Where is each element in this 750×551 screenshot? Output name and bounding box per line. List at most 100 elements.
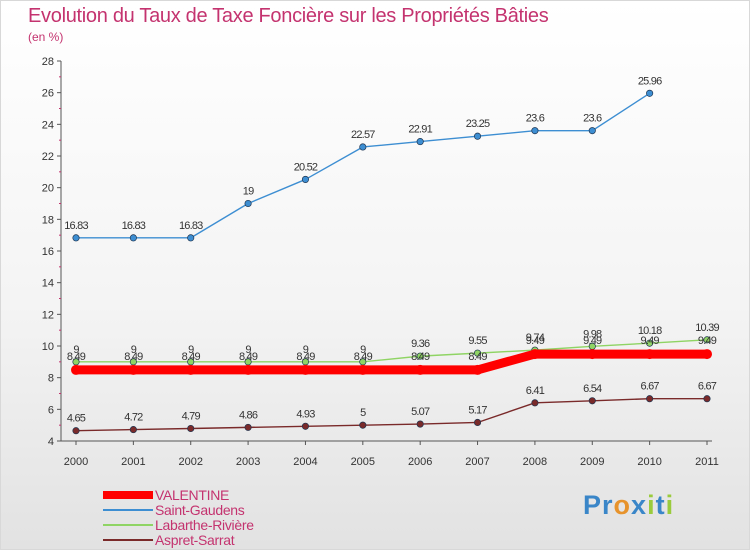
y-tick-label: 12 bbox=[42, 309, 54, 321]
data-point bbox=[243, 364, 254, 375]
data-point bbox=[72, 234, 80, 242]
data-point bbox=[472, 364, 483, 375]
data-label: 25.96 bbox=[638, 75, 662, 87]
y-tick-label: 14 bbox=[42, 278, 54, 290]
x-tick-label: 2002 bbox=[178, 456, 202, 468]
data-label: 16.83 bbox=[122, 220, 146, 232]
data-label: 9.49 bbox=[641, 335, 660, 347]
data-label: 8.49 bbox=[182, 351, 201, 363]
data-point bbox=[72, 427, 80, 435]
data-point bbox=[702, 349, 712, 360]
data-label: 8.49 bbox=[411, 351, 430, 363]
data-label: 9.49 bbox=[698, 335, 717, 347]
y-tick-label: 6 bbox=[48, 404, 54, 416]
data-label: 6.67 bbox=[641, 381, 660, 393]
data-label: 9.74 bbox=[526, 332, 545, 344]
legend-label: Labarthe-Rivière bbox=[155, 517, 254, 533]
data-point bbox=[531, 127, 539, 135]
x-tick-label: 2011 bbox=[695, 456, 719, 468]
data-label: 9 bbox=[131, 344, 137, 356]
series-line bbox=[75, 92, 651, 239]
proxiti-logo: Proxiti bbox=[583, 490, 674, 521]
legend-label: Saint-Gaudens bbox=[155, 502, 245, 518]
legend-label: VALENTINE bbox=[155, 487, 230, 503]
data-label: 19 bbox=[243, 186, 254, 198]
data-point bbox=[646, 89, 654, 97]
legend-swatch-valentine bbox=[103, 491, 153, 499]
data-point bbox=[415, 364, 426, 375]
x-tick-label: 2003 bbox=[236, 456, 260, 468]
data-point bbox=[301, 422, 310, 430]
legend-swatch-saint-gaudens bbox=[103, 509, 153, 511]
data-point bbox=[473, 132, 482, 140]
data-label: 9.49 bbox=[583, 335, 602, 347]
logo-letter: x bbox=[631, 490, 648, 520]
data-label: 9 bbox=[188, 344, 194, 356]
data-label: 6.54 bbox=[583, 383, 602, 395]
data-label: 10.18 bbox=[638, 325, 662, 337]
series-line bbox=[75, 398, 708, 432]
x-tick-label: 2005 bbox=[351, 456, 375, 468]
data-label: 5 bbox=[360, 407, 366, 419]
x-tick-label: 2006 bbox=[408, 456, 432, 468]
data-point bbox=[300, 364, 311, 375]
data-point bbox=[529, 349, 540, 360]
y-tick-label: 16 bbox=[42, 246, 54, 258]
data-point bbox=[416, 138, 424, 146]
data-point bbox=[416, 352, 424, 360]
data-point bbox=[359, 143, 367, 151]
data-label: 22.57 bbox=[351, 129, 375, 141]
chart-title: Evolution du Taux de Taxe Foncière sur l… bbox=[28, 5, 549, 27]
x-tick-label: 2008 bbox=[523, 456, 547, 468]
logo-letter: i bbox=[665, 490, 675, 520]
legend-swatch-labarthe-riviere bbox=[103, 524, 153, 526]
logo-letter: P bbox=[583, 490, 603, 520]
y-tick-label: 24 bbox=[42, 119, 54, 131]
x-tick-label: 2004 bbox=[293, 456, 317, 468]
x-tick-label: 2009 bbox=[580, 456, 604, 468]
data-point bbox=[129, 234, 137, 242]
data-point bbox=[185, 364, 196, 375]
data-label: 4.93 bbox=[296, 408, 315, 420]
data-label: 5.07 bbox=[411, 406, 430, 418]
data-point bbox=[301, 175, 310, 183]
data-label: 8.49 bbox=[239, 351, 258, 363]
data-label: 9.55 bbox=[468, 335, 487, 347]
x-tick-label: 2000 bbox=[64, 456, 88, 468]
data-label: 9 bbox=[73, 344, 79, 356]
data-point bbox=[703, 395, 711, 403]
y-tick-label: 4 bbox=[48, 436, 54, 448]
data-point bbox=[703, 336, 711, 344]
data-point bbox=[359, 421, 367, 429]
data-label: 9.36 bbox=[411, 338, 430, 350]
data-label: 8.49 bbox=[296, 351, 315, 363]
y-tick-label: 8 bbox=[48, 373, 54, 385]
data-label: 8.49 bbox=[468, 351, 487, 363]
data-label: 9 bbox=[360, 344, 366, 356]
series-line bbox=[75, 339, 708, 363]
x-tick-label: 2010 bbox=[637, 456, 661, 468]
data-point bbox=[587, 349, 598, 360]
data-point bbox=[531, 399, 539, 407]
data-label: 9.98 bbox=[583, 328, 602, 340]
data-label: 16.83 bbox=[179, 220, 203, 232]
y-tick-label: 22 bbox=[42, 151, 54, 163]
data-point bbox=[646, 339, 654, 347]
data-label: 8.49 bbox=[124, 351, 143, 363]
x-tick-label: 2007 bbox=[465, 456, 489, 468]
y-tick-label: 20 bbox=[42, 183, 54, 195]
data-point bbox=[644, 349, 655, 360]
data-label: 22.91 bbox=[408, 124, 432, 136]
logo-letter: r bbox=[602, 490, 614, 520]
logo-letter: i bbox=[647, 490, 656, 520]
legend-label: Aspret-Sarrat bbox=[155, 532, 235, 548]
logo-letter: o bbox=[613, 490, 632, 520]
logo-letter: t bbox=[655, 490, 666, 520]
data-label: 23.6 bbox=[583, 113, 602, 125]
data-point bbox=[244, 199, 252, 208]
data-point bbox=[473, 349, 482, 357]
legend-swatch-aspret-sarrat bbox=[103, 539, 153, 541]
data-label: 6.41 bbox=[526, 385, 545, 397]
x-tick-label: 2001 bbox=[121, 456, 145, 468]
